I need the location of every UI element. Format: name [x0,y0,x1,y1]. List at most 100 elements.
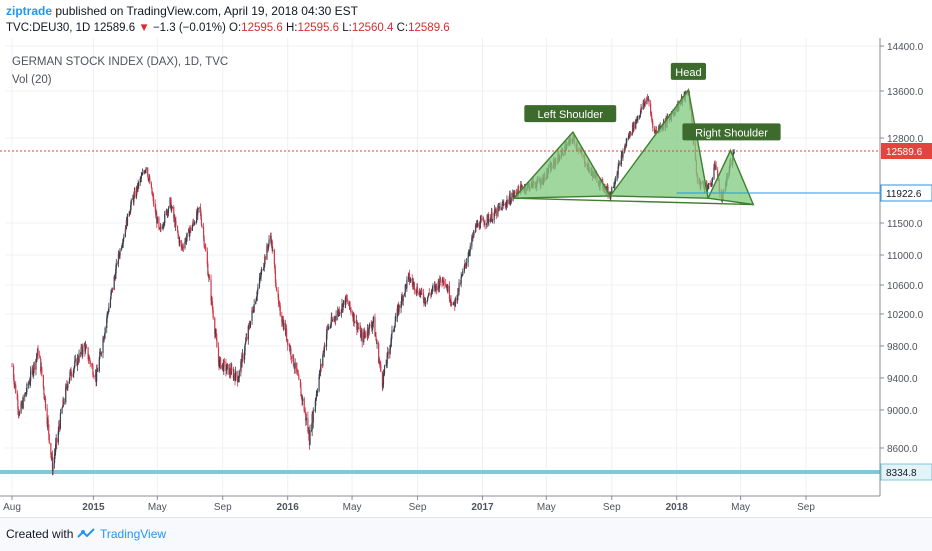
candle-body [221,364,223,369]
candle-body [164,213,166,224]
candle-body [322,350,324,356]
candle-body [245,341,247,345]
candle-body [421,289,423,294]
candle-body [223,360,225,363]
candle-body [601,178,603,181]
candle-body [506,200,509,205]
candle-body [346,298,348,299]
author-link[interactable]: ziptrade [6,4,53,18]
candle-body [171,208,173,211]
candle-body [445,283,447,287]
candle-body [395,317,397,322]
candle-body [12,366,15,380]
candle-body [42,374,44,388]
candle-body [505,202,508,207]
candle-body [478,223,480,228]
candle-body [48,434,50,443]
candle-body [273,250,275,265]
candle-body [450,299,452,303]
candle-body [68,377,71,384]
candle-body [415,290,417,293]
candle-body [268,239,270,244]
candle-body [78,353,80,362]
candle-body [633,121,635,129]
candle-body [714,163,716,168]
candle-body [305,412,307,421]
candle-body [102,338,104,353]
candle-body [242,354,244,360]
right-shoulder-label: Right Shoulder [695,127,768,139]
candle-body [508,199,510,205]
candle-body [122,239,124,244]
candle-body [259,277,262,279]
candle-body [404,284,406,293]
candle-body [117,262,119,264]
candle-body [252,310,254,313]
candle-body [655,130,658,132]
candle-body [472,233,474,239]
candle-body [175,221,177,226]
open-label: O: [229,22,242,34]
candle-body [151,187,153,195]
candle-body [387,351,389,354]
candle-body [182,247,184,248]
candle-body [121,247,123,250]
y-tick-label: 13600.0 [887,87,924,98]
candle-body [35,357,38,360]
candle-body [303,398,305,411]
candle-body [20,403,22,413]
candle-body [58,425,60,427]
candle-body [115,268,117,279]
y-tick-label: 10200.0 [887,310,924,321]
candle-body [18,412,21,415]
candle-body [408,273,411,282]
candle-body [212,305,214,311]
candle-body [162,227,164,229]
candle-body [335,315,337,321]
candle-body [617,166,619,175]
candle-body [315,398,317,401]
x-tick-label: May [148,502,167,513]
candle-body [422,293,424,300]
candle-body [330,317,332,325]
symbol-label: TVC:DEU30, 1D [6,22,91,34]
candle-body [450,302,453,305]
candle-body [61,407,64,409]
candle-body [733,151,735,153]
pattern-triangle [707,148,755,206]
candle-body [330,324,332,327]
last-price-tag-bg [881,143,932,159]
candle-body [173,206,175,219]
support-band [0,470,880,474]
candle-body [158,227,161,229]
candle-body [389,349,391,354]
candle-body [400,296,403,305]
candle-body [391,330,393,335]
candle-body [301,394,303,401]
candle-body [705,183,708,186]
candle-body [227,364,229,375]
candle-body [385,364,387,366]
last-price: 12589.6 [93,22,136,34]
tradingview-brand-link[interactable]: TradingView [100,527,167,541]
candle-body [58,425,60,432]
candle-body [130,205,132,212]
candle-body [88,359,90,360]
candle-body [382,374,385,385]
candle-body [613,185,616,186]
candle-body [361,332,363,343]
candle-body [93,376,95,378]
candle-body [206,251,208,265]
candle-body [147,167,149,177]
candle-body [226,365,228,370]
candle-body [513,194,515,198]
candle-body [462,271,464,276]
candle-body [465,262,468,266]
candle-body [435,284,437,287]
candle-body [296,362,298,372]
candle-body [412,282,414,285]
candle-body [300,387,302,397]
candle-body [513,191,515,195]
candle-body [379,363,381,365]
